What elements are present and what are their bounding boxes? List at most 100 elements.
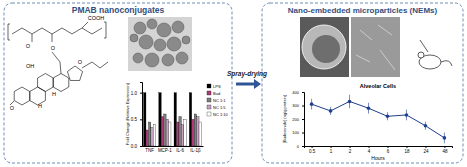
tick-mark bbox=[140, 119, 142, 120]
nanoparticle bbox=[139, 35, 153, 49]
tick-mark bbox=[312, 146, 313, 148]
arrow-head bbox=[254, 79, 261, 89]
tick-label: 24 bbox=[423, 149, 429, 154]
bar bbox=[194, 114, 196, 146]
tick: 1.0 bbox=[131, 91, 142, 96]
tick: 0.0 bbox=[131, 144, 142, 149]
bar-chart: 0.00.51.0TNFMCP-1IL-6IL-1βFold Change (R… bbox=[125, 82, 228, 153]
bar bbox=[176, 122, 178, 146]
tick: 4 bbox=[368, 146, 371, 154]
axis-line bbox=[305, 147, 453, 149]
bond bbox=[32, 34, 33, 42]
chart-title: Alveolar Cells bbox=[360, 83, 396, 89]
bar bbox=[161, 117, 163, 146]
tick-mark bbox=[406, 146, 407, 148]
tick-mark bbox=[331, 146, 332, 148]
bar bbox=[151, 127, 153, 146]
tick-mark bbox=[387, 146, 388, 148]
bar bbox=[146, 130, 148, 146]
atom-label: O bbox=[51, 45, 56, 51]
arrow-label: Spray-drying bbox=[227, 70, 267, 78]
axis-line bbox=[302, 93, 305, 147]
tick: 300 bbox=[292, 103, 304, 108]
x-axis-title: Hours bbox=[371, 155, 385, 161]
tick-mark bbox=[302, 106, 304, 107]
bar bbox=[181, 125, 183, 146]
tick: 18 bbox=[404, 146, 410, 154]
legend-swatch bbox=[207, 91, 211, 95]
axis-line bbox=[143, 146, 204, 147]
marker bbox=[443, 136, 447, 140]
tick-label: 1.0 bbox=[131, 91, 138, 96]
tick: 2 bbox=[349, 146, 352, 154]
bar bbox=[164, 114, 166, 146]
legend-swatch bbox=[207, 105, 211, 109]
mouse-icon bbox=[418, 40, 452, 69]
tick-label: 0.5 bbox=[131, 117, 138, 122]
tick: 48 bbox=[442, 146, 448, 154]
surface-detail bbox=[351, 17, 400, 77]
legend-label: NC 1:10 bbox=[213, 112, 228, 117]
bond bbox=[8, 24, 10, 40]
bar bbox=[199, 122, 201, 146]
arrow-shaft bbox=[236, 83, 255, 86]
nanoparticle bbox=[182, 36, 190, 44]
mouse-tail bbox=[441, 61, 452, 66]
tick-mark bbox=[302, 119, 304, 120]
microparticle bbox=[302, 25, 346, 69]
tick: 6 bbox=[387, 146, 390, 154]
nanoparticle bbox=[130, 34, 138, 42]
tick-label: 0.5 bbox=[309, 149, 316, 154]
tick: 0.5 bbox=[131, 117, 142, 122]
bar bbox=[159, 93, 161, 146]
tick-label: 1 bbox=[330, 149, 333, 154]
bar bbox=[192, 119, 194, 146]
y-axis: 0.0 0.5 1.0 bbox=[131, 83, 143, 149]
line-chart: 01002003004000.51246182448Alveolar Cells… bbox=[282, 83, 453, 161]
sem-background bbox=[300, 17, 400, 77]
tick: 24 bbox=[423, 146, 429, 154]
nanoparticle bbox=[157, 23, 171, 37]
tick-mark bbox=[302, 133, 304, 134]
bond bbox=[104, 22, 106, 38]
surface-fold bbox=[360, 30, 372, 40]
tick-label: 100 bbox=[292, 130, 299, 135]
tick-label: 4 bbox=[368, 149, 371, 154]
marker bbox=[310, 102, 314, 106]
legend-label: Bud bbox=[213, 91, 220, 96]
bar bbox=[179, 117, 181, 146]
bar bbox=[189, 93, 191, 146]
tick-mark bbox=[350, 146, 351, 148]
nanoparticle bbox=[134, 22, 146, 34]
tick: IL-1β bbox=[190, 146, 201, 153]
tick-mark bbox=[140, 146, 142, 147]
legend-label: NC 1:1 bbox=[213, 98, 226, 103]
bond bbox=[82, 22, 88, 28]
tick-label: 6 bbox=[387, 149, 390, 154]
legend-label: LPS bbox=[213, 84, 221, 89]
marker bbox=[405, 113, 409, 117]
tick-label: 0.0 bbox=[131, 144, 138, 149]
tick: 400 bbox=[292, 90, 304, 95]
tick: 1 bbox=[330, 146, 333, 154]
legend-swatch bbox=[207, 84, 211, 88]
surface-fold bbox=[378, 25, 392, 35]
nanoparticle bbox=[167, 37, 181, 51]
bars bbox=[144, 93, 202, 146]
atom-label: OH bbox=[26, 63, 34, 69]
tick: IL-6 bbox=[176, 146, 184, 153]
nanoparticle bbox=[147, 19, 157, 29]
bond bbox=[52, 52, 60, 62]
tick-mark bbox=[369, 146, 370, 148]
sem-image bbox=[300, 17, 400, 77]
nanoparticle bbox=[176, 52, 188, 64]
microparticle-hollow bbox=[312, 35, 340, 63]
tick-mark bbox=[444, 146, 445, 148]
atom-label: H bbox=[52, 91, 56, 97]
tick-mark bbox=[302, 146, 304, 147]
legend-swatch bbox=[207, 98, 211, 102]
panel-frame bbox=[4, 3, 232, 163]
y-axis: 0100200300400 bbox=[292, 90, 304, 149]
tick-label: 0 bbox=[297, 144, 300, 149]
panel-frame bbox=[262, 3, 463, 163]
